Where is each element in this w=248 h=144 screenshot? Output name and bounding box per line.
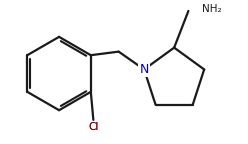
Text: Cl: Cl [89,122,99,132]
Text: Cl: Cl [89,122,99,132]
Text: Cl: Cl [89,122,99,132]
Text: N: N [139,63,149,76]
Text: N: N [139,63,149,76]
Text: NH₂: NH₂ [202,4,222,14]
